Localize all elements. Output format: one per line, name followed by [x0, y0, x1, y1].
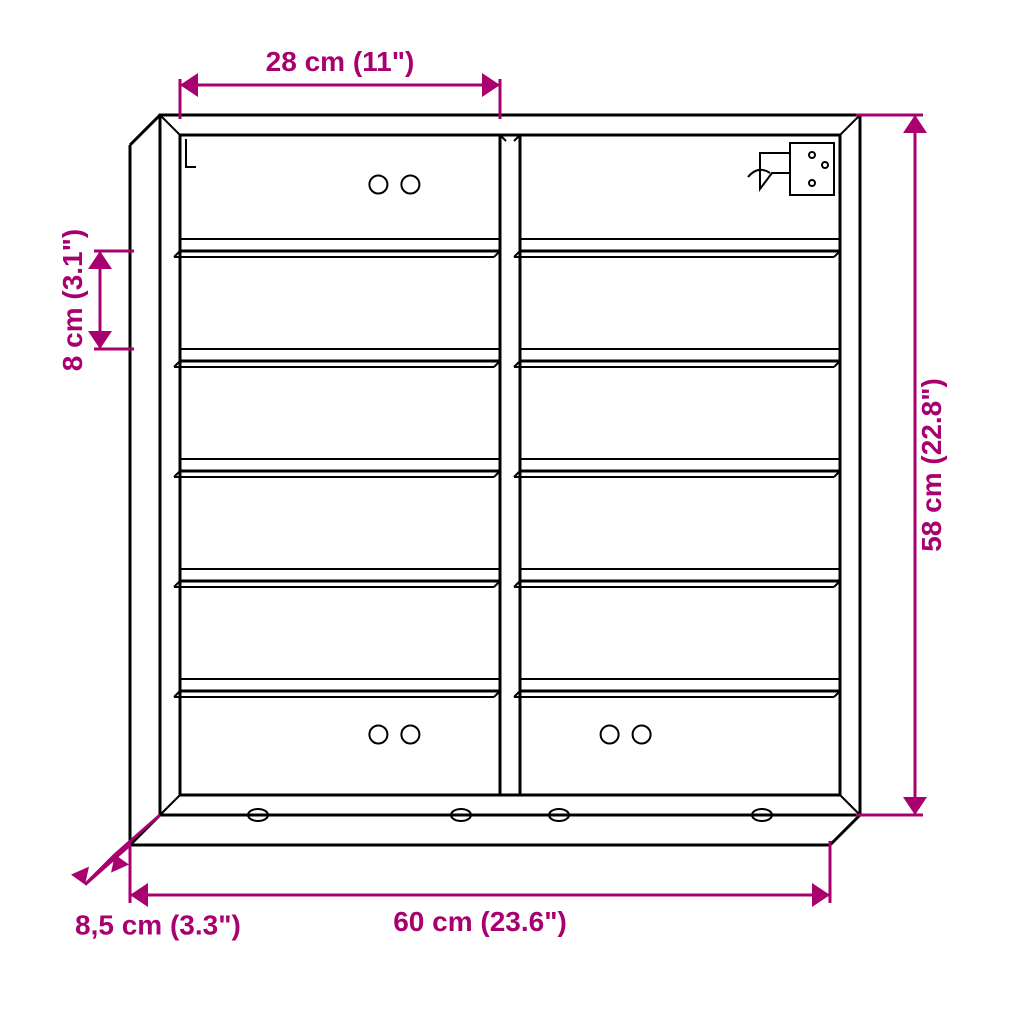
dim-depth-line	[85, 855, 115, 885]
cabinet-outer	[160, 115, 860, 815]
dim-width-label: 60 cm (23.6")	[393, 906, 567, 937]
back-hole	[401, 176, 419, 194]
back-hole	[369, 176, 387, 194]
back-hole	[601, 726, 619, 744]
dim-shelf-gap-label: 8 cm (3.1")	[57, 229, 88, 371]
dim-height-label: 58 cm (22.8")	[916, 378, 947, 552]
back-hole	[633, 726, 651, 744]
dimension-diagram: 28 cm (11") 8 cm (3.1") 58 cm (22.8") 60 cm…	[0, 0, 1024, 1024]
back-hole	[369, 726, 387, 744]
back-hole	[401, 726, 419, 744]
dim-inner-width-label: 28 cm (11")	[266, 46, 415, 77]
dim-depth-label: 8,5 cm (3.3")	[75, 910, 241, 941]
